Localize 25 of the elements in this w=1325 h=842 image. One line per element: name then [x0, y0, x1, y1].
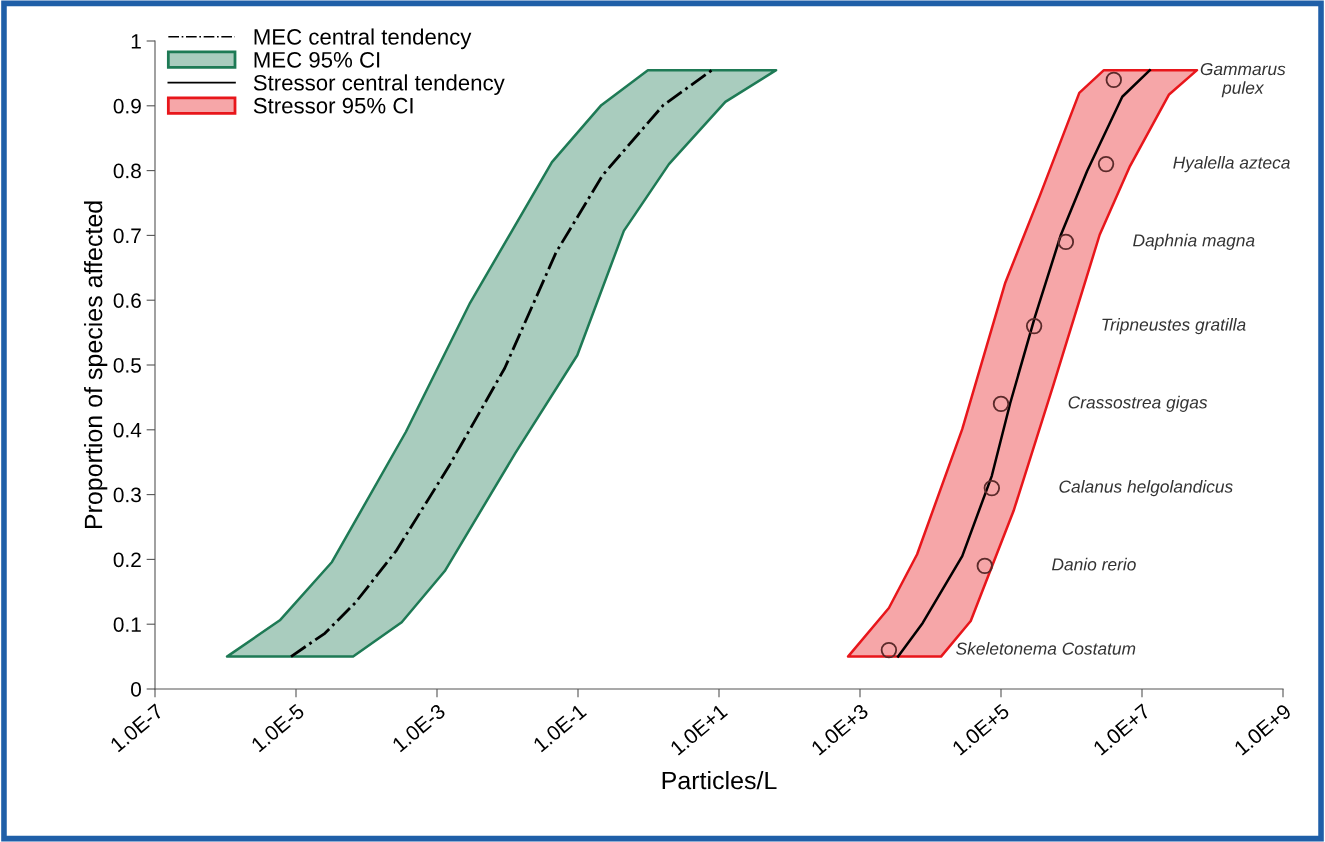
y-tick-label: 0.3 [113, 487, 141, 503]
annotation: Hyalella azteca [1173, 156, 1290, 173]
annotation: Tripneustes gratilla [1102, 318, 1246, 335]
x-axis-title: Particles/L [662, 771, 777, 790]
legend-label: Stressor central tendency [253, 74, 505, 95]
y-axis-title: Proportion of species affected [83, 201, 108, 529]
legend-label: MEC 95% CI [254, 51, 380, 68]
y-tick-label: 0.1 [113, 617, 141, 632]
annotation: Crassostrea gigas [1068, 395, 1208, 412]
y-tick-label: 1 [131, 34, 141, 49]
y-tick-label: 0.2 [113, 552, 141, 568]
y-tick-label: 0.4 [113, 422, 142, 438]
annotation: Gammarus pulex [1200, 62, 1286, 98]
y-tick-label: 0.8 [113, 163, 141, 179]
legend-label: MEC central tendency [254, 28, 472, 50]
annotation: Danio rerio [1051, 557, 1136, 571]
annotation: Calanus helgolandicus [1059, 480, 1233, 497]
annotation: Skeletonema Costatum [956, 642, 1136, 655]
y-tick-label: 0.7 [113, 228, 141, 244]
y-tick-label: 0 [131, 682, 141, 697]
legend-label: Stressor 95% CI [253, 97, 413, 114]
y-tick-label: 0.9 [113, 98, 141, 114]
y-tick-label: 0.5 [113, 358, 141, 373]
annotation: Daphnia magna [1133, 233, 1255, 250]
y-tick-label: 0.6 [113, 293, 141, 308]
